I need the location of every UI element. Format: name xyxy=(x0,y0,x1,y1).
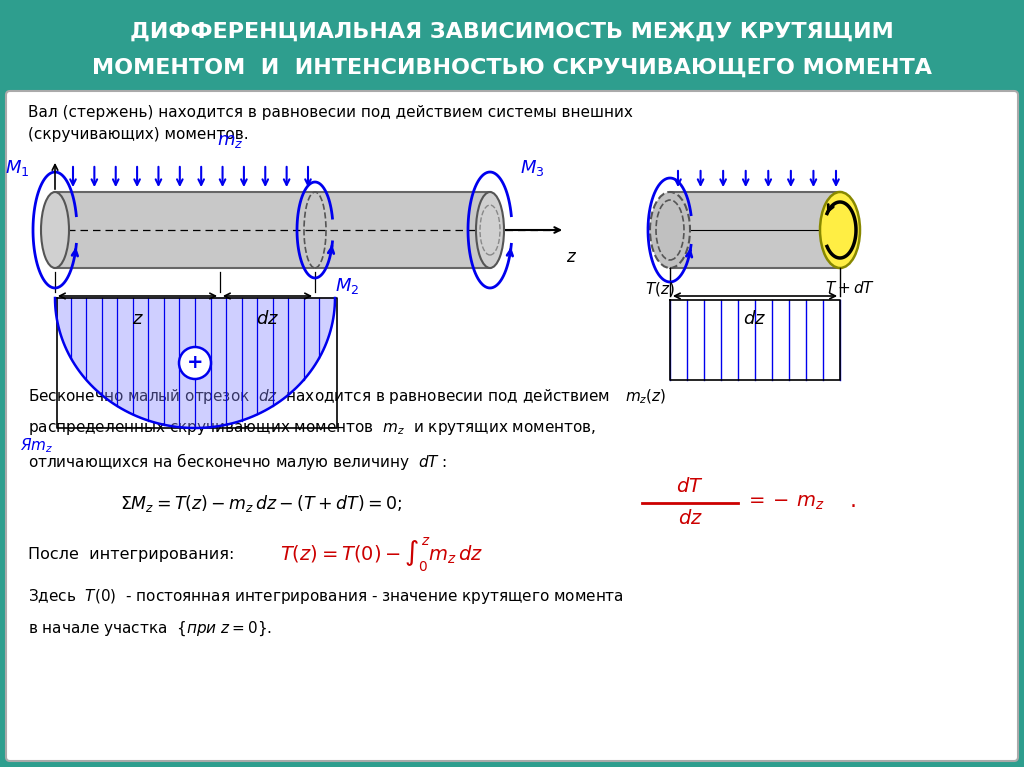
Text: Вал (стержень) находится в равновесии под действием системы внешних: Вал (стержень) находится в равновесии по… xyxy=(28,104,633,120)
Text: .: . xyxy=(850,491,857,511)
Bar xyxy=(670,192,840,268)
Text: $M_3$: $M_3$ xyxy=(520,158,544,178)
Text: $dT$: $dT$ xyxy=(676,478,703,496)
Ellipse shape xyxy=(41,192,69,268)
Text: $dz$: $dz$ xyxy=(743,310,767,328)
Text: $m_z(z)$: $m_z(z)$ xyxy=(625,388,666,407)
Text: $T(z) = T(0) - \int_0^z m_z\, dz$: $T(z) = T(0) - \int_0^z m_z\, dz$ xyxy=(280,536,483,574)
Bar xyxy=(55,192,490,268)
Text: $T+dT$: $T+dT$ xyxy=(825,280,876,296)
Text: +: + xyxy=(186,354,203,373)
Polygon shape xyxy=(55,298,335,428)
Text: (скручивающих) моментов.: (скручивающих) моментов. xyxy=(28,127,249,143)
Text: Здесь  $T(0)$  - постоянная интегрирования - значение крутящего момента: Здесь $T(0)$ - постоянная интегрирования… xyxy=(28,588,624,607)
Circle shape xyxy=(179,347,211,379)
Text: $dz$: $dz$ xyxy=(678,509,702,528)
Ellipse shape xyxy=(476,192,504,268)
Text: $z$: $z$ xyxy=(132,310,143,328)
Text: $m_z$: $m_z$ xyxy=(217,132,243,150)
FancyBboxPatch shape xyxy=(6,91,1018,761)
Text: $M_2$: $M_2$ xyxy=(335,276,359,296)
Text: $M_1$: $M_1$ xyxy=(5,158,30,178)
Ellipse shape xyxy=(650,192,690,268)
Text: отличающихся на бесконечно малую величину  $dT$ :: отличающихся на бесконечно малую величин… xyxy=(28,450,447,472)
Text: $T(z)$: $T(z)$ xyxy=(645,280,675,298)
Text: ДИФФЕРЕНЦИАЛЬНАЯ ЗАВИСИМОСТЬ МЕЖДУ КРУТЯЩИМ: ДИФФЕРЕНЦИАЛЬНАЯ ЗАВИСИМОСТЬ МЕЖДУ КРУТЯ… xyxy=(130,22,894,42)
Text: $Яm_z$: $Яm_z$ xyxy=(19,436,53,455)
Text: После  интегрирования:: После интегрирования: xyxy=(28,548,234,562)
Text: z: z xyxy=(565,248,574,266)
Text: в начале участка  $\{при\ z = 0\}.$: в начале участка $\{при\ z = 0\}.$ xyxy=(28,620,272,638)
Text: $\Sigma M_z = T(z) - m_z\,dz - (T+dT) = 0;$: $\Sigma M_z = T(z) - m_z\,dz - (T+dT) = … xyxy=(120,492,402,513)
Ellipse shape xyxy=(820,192,860,268)
Text: распределенных скручивающих моментов  $m_z$  и крутящих моментов,: распределенных скручивающих моментов $m_… xyxy=(28,421,596,437)
Text: МОМЕНТОМ  И  ИНТЕНСИВНОСТЬЮ СКРУЧИВАЮЩЕГО МОМЕНТА: МОМЕНТОМ И ИНТЕНСИВНОСТЬЮ СКРУЧИВАЮЩЕГО … xyxy=(92,58,932,78)
Text: Бесконечно малый отрезок  $dz$  находится в равновесии под действием: Бесконечно малый отрезок $dz$ находится … xyxy=(28,387,610,407)
Text: $= -\, m_z$: $= -\, m_z$ xyxy=(745,493,824,512)
Text: $dz$: $dz$ xyxy=(256,310,280,328)
